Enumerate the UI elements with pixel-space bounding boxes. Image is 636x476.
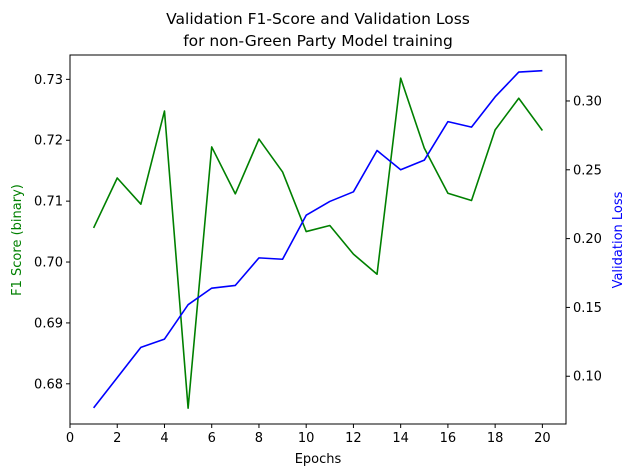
x-tick-label: 0 [66,431,74,446]
x-axis-label: Epochs [295,452,342,467]
left-y-tick-label: 0.71 [34,195,63,210]
right-y-tick-label: 0.20 [573,232,602,247]
right-y-tick-label: 0.25 [573,163,602,178]
left-y-tick-label: 0.70 [34,256,63,271]
x-tick-label: 16 [440,431,457,446]
right-y-axis-label: Validation Loss [611,191,626,288]
plot-frame [69,54,567,425]
f1-score-line [92,77,544,409]
x-tick-label: 10 [298,431,315,446]
left-y-tick-label: 0.73 [34,73,63,88]
right-y-tick-label: 0.30 [573,94,602,109]
left-y-axis-label: F1 Score (binary) [10,184,25,296]
x-tick-label: 6 [208,431,216,446]
x-tick-label: 8 [255,431,263,446]
series-layer [92,69,544,409]
chart-title-line-1: Validation F1-Score and Validation Loss [166,10,470,28]
left-y-tick-label: 0.72 [34,134,63,149]
validation-loss-line [92,69,543,409]
left-y-tick-label: 0.68 [34,377,63,392]
right-y-tick-label: 0.15 [573,301,602,316]
x-tick-label: 20 [534,431,551,446]
x-tick-label: 4 [160,431,168,446]
left-y-tick-label: 0.69 [34,316,63,331]
chart-title-line-2: for non-Green Party Model training [183,32,453,50]
x-tick-label: 18 [487,431,504,446]
axis-layer: 0 2 4 6 8 10 12 14 16 18 20 0.68 0.69 0.70 0.71 0.72 0.7… [34,73,602,446]
x-tick-label: 12 [345,431,362,446]
x-tick-label: 2 [113,431,121,446]
right-y-tick-label: 0.10 [573,370,602,385]
x-tick-label: 14 [392,431,409,446]
